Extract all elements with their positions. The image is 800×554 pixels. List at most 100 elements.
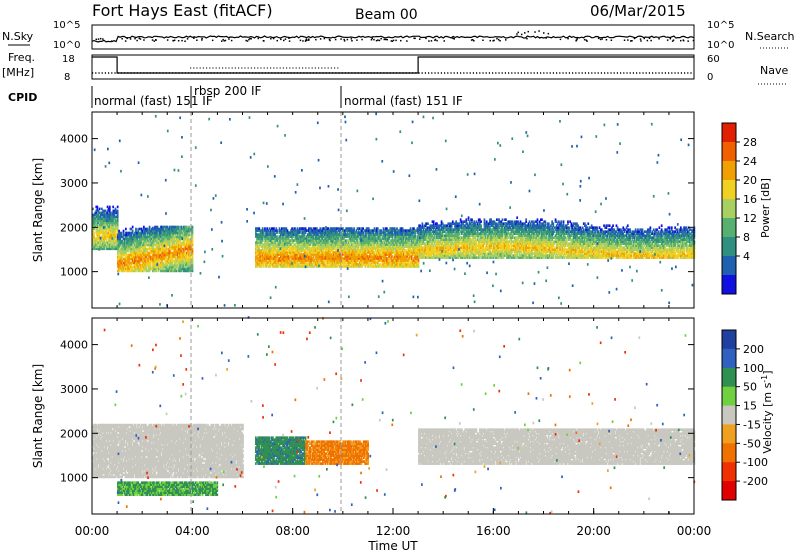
power-cell — [104, 243, 107, 247]
power-cell — [98, 219, 101, 223]
power-cell — [173, 245, 176, 249]
power-cell — [191, 255, 194, 259]
nsearch-dot — [534, 31, 536, 33]
power-cell — [187, 261, 189, 265]
power-cell — [165, 267, 168, 271]
power-cell — [103, 223, 106, 227]
power-cell — [152, 229, 154, 233]
power-cell — [281, 263, 283, 266]
power-cell — [101, 223, 103, 227]
power-cell — [301, 265, 304, 268]
nsearch-dot — [599, 38, 602, 41]
power-cell — [178, 269, 180, 273]
power-cell — [288, 251, 291, 254]
power-cell — [119, 253, 122, 257]
power-cell — [102, 231, 104, 235]
power-cell — [172, 251, 175, 255]
power-cell — [158, 263, 161, 267]
power-cell — [258, 241, 261, 244]
power-cell — [154, 265, 157, 269]
power-cell — [179, 257, 181, 261]
power-cell — [265, 247, 267, 250]
power-cell — [117, 257, 119, 261]
power-cell — [185, 241, 188, 245]
power-cell — [157, 265, 160, 269]
power-cell — [122, 249, 125, 253]
power-cell — [284, 265, 287, 268]
power-cell — [157, 243, 160, 247]
power-cell — [92, 243, 94, 247]
power-cell — [147, 247, 150, 251]
power-cell — [288, 259, 291, 262]
power-cell — [99, 239, 102, 243]
power-cell — [95, 245, 98, 249]
power-cell — [172, 253, 175, 257]
nsearch-dot — [95, 38, 97, 41]
power-cell — [182, 229, 185, 233]
power-cell — [302, 241, 305, 244]
power-cell — [184, 261, 187, 265]
power-cell — [155, 243, 158, 247]
power-cell — [127, 241, 129, 245]
power-cell — [312, 247, 315, 250]
power-cell — [118, 249, 120, 253]
power-cell — [139, 239, 142, 243]
power-cell — [174, 243, 177, 247]
power-cell — [285, 243, 288, 246]
power-cell — [107, 225, 110, 229]
power-cell — [279, 231, 282, 234]
power-cell — [157, 241, 160, 245]
power-cell — [161, 253, 163, 257]
power-cell — [264, 239, 266, 242]
power-cell — [111, 219, 113, 223]
power-cell — [152, 269, 154, 273]
power-cell — [117, 269, 119, 273]
power-cell — [132, 245, 135, 249]
power-cell — [101, 245, 103, 249]
nave-tick-low: 0 — [707, 72, 713, 83]
power-cell — [107, 227, 110, 231]
power-cell — [282, 231, 284, 234]
power-cell — [262, 261, 265, 264]
power-cell — [302, 237, 305, 240]
power-cell — [136, 255, 139, 259]
power-cell — [309, 251, 311, 254]
power-cell — [123, 263, 126, 267]
power-cell — [114, 211, 117, 215]
power-cell — [141, 237, 144, 241]
power-cell — [104, 225, 107, 229]
power-cell — [103, 235, 106, 239]
power-cell — [120, 239, 123, 243]
power-cell — [135, 269, 137, 273]
nsearch-dot — [687, 40, 689, 42]
power-cell — [285, 249, 288, 252]
power-cell — [183, 267, 186, 271]
power-cell — [261, 263, 264, 266]
power-cell — [181, 261, 184, 265]
power-cell — [141, 245, 144, 249]
power-cell — [272, 251, 274, 254]
power-cell — [278, 235, 281, 238]
power-cell — [144, 267, 146, 271]
power-cell — [286, 235, 289, 238]
power-cell — [282, 243, 284, 246]
power-cell — [139, 257, 142, 261]
power-cell — [147, 261, 150, 265]
power-cell — [125, 233, 127, 237]
power-cell — [292, 245, 295, 248]
power-cell — [147, 241, 150, 245]
power-cell — [274, 233, 276, 236]
power-cell — [266, 247, 269, 250]
power-cell — [191, 243, 194, 247]
nsearch-dot — [370, 39, 373, 41]
power-cell — [191, 239, 194, 243]
power-cell — [152, 257, 154, 261]
power-cell — [97, 217, 100, 221]
power-cell — [160, 229, 162, 233]
power-cell — [131, 269, 134, 273]
power-cell — [179, 245, 181, 249]
power-cell — [122, 237, 125, 241]
power-cell — [112, 213, 115, 217]
power-cell — [278, 241, 281, 244]
power-cell — [312, 231, 315, 234]
